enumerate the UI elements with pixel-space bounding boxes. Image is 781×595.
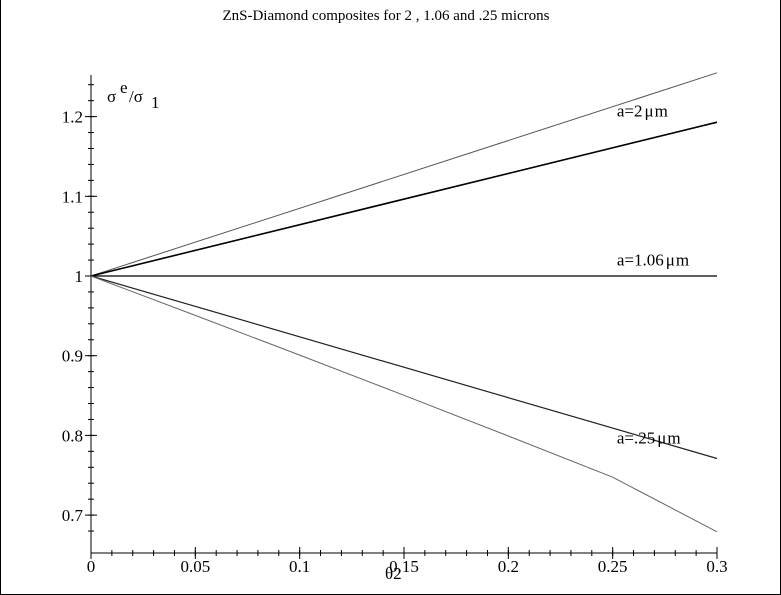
line-label: a=1.06 μm bbox=[617, 251, 689, 270]
x-tick-label: 0.3 bbox=[706, 557, 727, 576]
y-label-sup: e bbox=[120, 78, 128, 97]
x-axis-label: θ2 bbox=[385, 564, 402, 583]
y-tick-label: 1.2 bbox=[62, 108, 83, 127]
line-label: a=.25 μm bbox=[617, 428, 681, 447]
series-layer bbox=[90, 72, 718, 533]
axes: 0.7 0.8 0.9 1 1.1 1.2 0 0.05 0.1 0.15 0.2 0.25 0.3 bbox=[62, 75, 728, 576]
y-tick-label: 0.9 bbox=[62, 347, 83, 366]
y-tick-label: 1 bbox=[75, 267, 84, 286]
x-tick-label: 0.15 bbox=[389, 557, 419, 576]
x-tick-label: 0.1 bbox=[289, 557, 310, 576]
x-tick-label: 0 bbox=[87, 557, 96, 576]
y-label-sub: 1 bbox=[151, 93, 160, 112]
series-line bbox=[90, 275, 718, 533]
series-line bbox=[90, 72, 718, 277]
x-tick-label: 0.05 bbox=[180, 557, 210, 576]
chart-title: ZnS-Diamond composites for 2 , 1.06 and … bbox=[222, 8, 549, 24]
y-axis-label: σ e/σ 1 bbox=[107, 78, 160, 112]
y-tick-label: 1.1 bbox=[62, 187, 83, 206]
series-line bbox=[90, 275, 718, 460]
y-tick-label: 0.8 bbox=[62, 426, 83, 445]
y-label-base: σ bbox=[107, 87, 116, 106]
x-tick-label: 0.2 bbox=[498, 557, 519, 576]
y-tick-label: 0.7 bbox=[62, 506, 84, 525]
series-line bbox=[90, 121, 718, 277]
line-label: a=2 μm bbox=[617, 102, 668, 121]
x-tick-label: 0.25 bbox=[598, 557, 628, 576]
y-label-rest: /σ bbox=[129, 87, 143, 106]
annotation-layer: a=2 μm a=1.06 μm a=.25 μm bbox=[617, 102, 689, 448]
